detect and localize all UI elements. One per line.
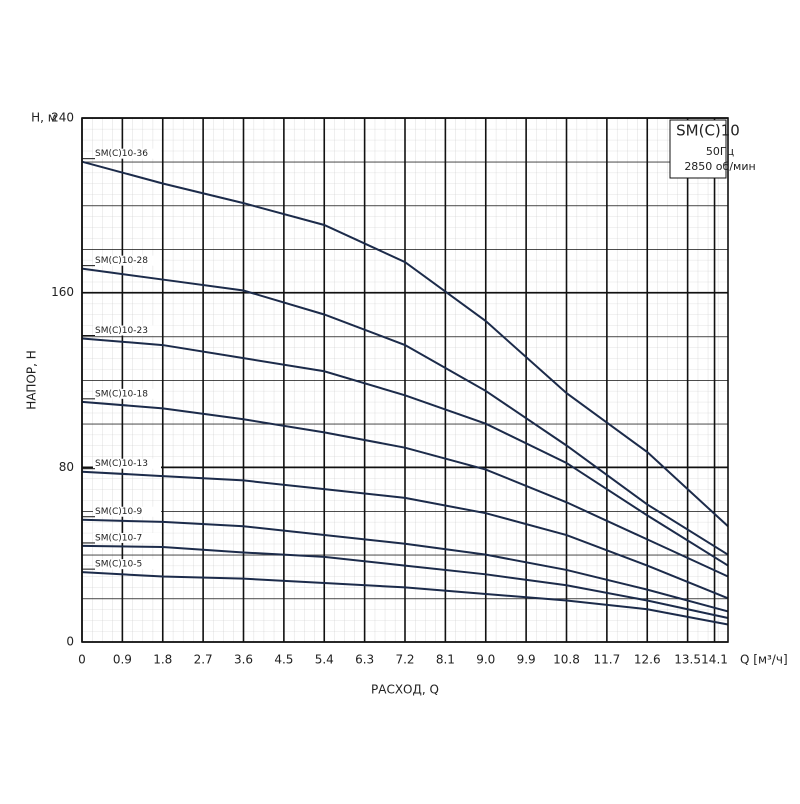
x-tick-label: 0.9 <box>113 653 132 667</box>
pump-curve <box>81 571 729 626</box>
x-unit-label: Q [м³/ч] <box>740 653 788 667</box>
y-axis-label: НАПОР, Н <box>25 350 39 410</box>
curve-label-bg <box>93 255 161 266</box>
y-unit-label: Н, м <box>31 111 57 125</box>
curve-label: SM(C)10-36 <box>95 149 148 159</box>
x-tick-label: 12.6 <box>634 653 661 667</box>
x-tick-label: 7.2 <box>395 653 414 667</box>
curve-label: SM(C)10-23 <box>95 326 148 336</box>
x-tick-label: 11.7 <box>594 653 621 667</box>
x-tick-label: 4.5 <box>274 653 293 667</box>
pump-curve <box>81 470 729 600</box>
y-tick-label: 240 <box>51 111 74 125</box>
x-tick-label: 10.8 <box>553 653 580 667</box>
info-line: 50Гц <box>706 145 734 158</box>
plot-frame <box>81 117 729 643</box>
x-tick-label: 9.9 <box>517 653 536 667</box>
plot <box>81 117 729 643</box>
info-line: 2850 об/мин <box>684 160 755 173</box>
curve-label-bg <box>93 532 161 543</box>
curve-label-bg <box>93 506 161 517</box>
x-tick-label: 0 <box>78 653 86 667</box>
y-tick-label: 80 <box>59 460 74 474</box>
curve-label-bg <box>93 325 161 336</box>
pump-curve <box>81 160 729 528</box>
info-title: SM(C)10 <box>676 122 740 140</box>
x-tick-label: 1.8 <box>153 653 172 667</box>
y-tick-label: 0 <box>66 635 74 649</box>
curve-label: SM(C)10-18 <box>95 389 148 399</box>
pump-curve <box>81 267 729 556</box>
curve-label-bg <box>93 559 161 570</box>
curve-label-bg <box>93 458 161 469</box>
curve-label: SM(C)10-9 <box>95 507 142 517</box>
info-box <box>669 119 727 179</box>
curve-label: SM(C)10-28 <box>95 256 148 266</box>
x-tick-label: 3.6 <box>234 653 253 667</box>
curve-label: SM(C)10-7 <box>95 533 142 543</box>
pump-curve <box>81 400 729 578</box>
x-tick-label: 13.5 <box>674 653 701 667</box>
pump-curve <box>81 518 729 613</box>
x-tick-label: 9.0 <box>476 653 495 667</box>
x-tick-label: 6.3 <box>355 653 374 667</box>
x-tick-label: 14.1 <box>701 653 728 667</box>
pump-curve <box>81 544 729 619</box>
pump-curve <box>81 337 729 567</box>
x-tick-label: 2.7 <box>194 653 213 667</box>
x-axis-label: РАСХОД, Q <box>371 683 439 697</box>
x-tick-label: 8.1 <box>436 653 455 667</box>
curve-label: SM(C)10-5 <box>95 560 142 570</box>
curve-label: SM(C)10-13 <box>95 459 148 469</box>
curve-label-bg <box>93 148 161 159</box>
curve-label-bg <box>93 388 161 399</box>
y-tick-label: 160 <box>51 285 74 299</box>
x-tick-label: 5.4 <box>315 653 334 667</box>
